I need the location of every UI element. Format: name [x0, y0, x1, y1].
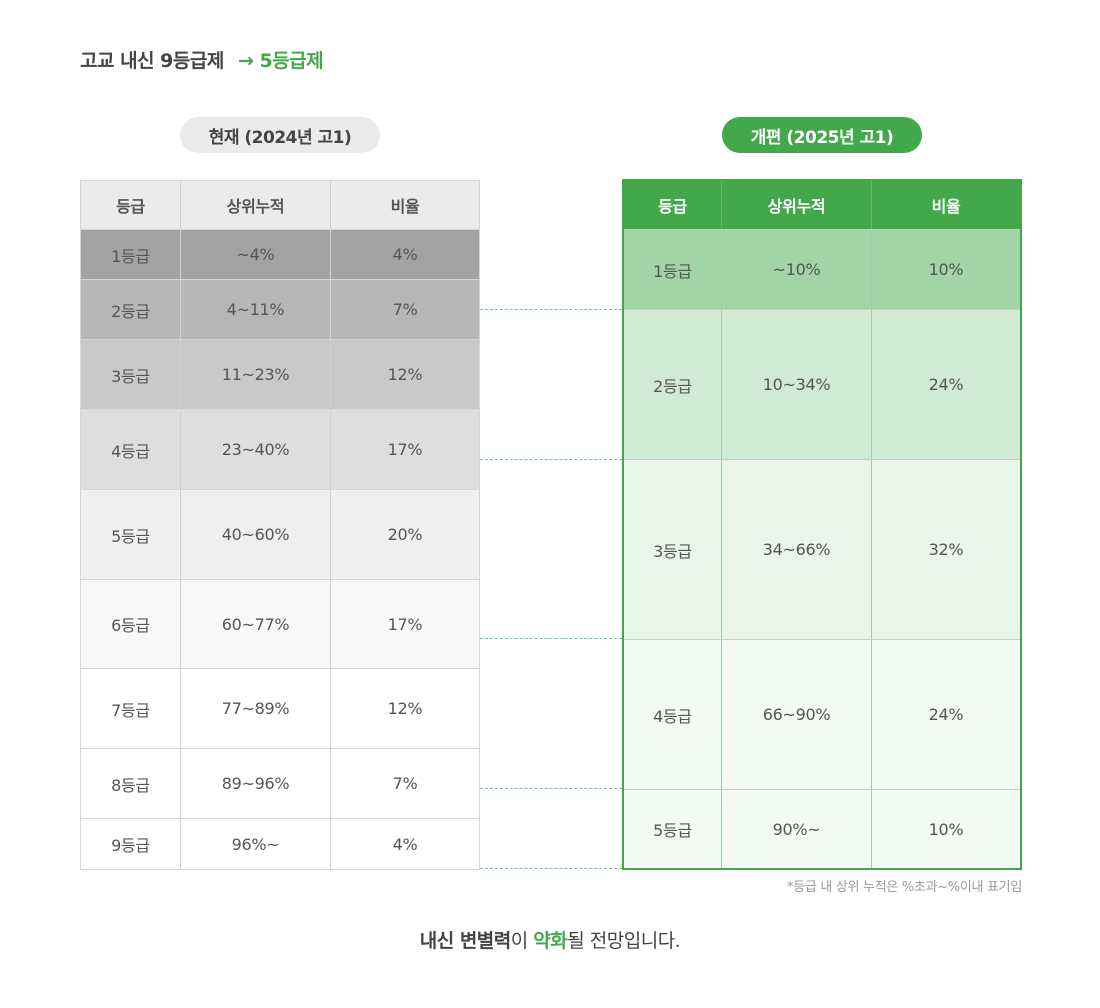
table-row: 4등급 66~90% 24% [624, 640, 1020, 790]
cumulative-cell: 40~60% [181, 490, 331, 579]
table-row: 1등급 ~10% 10% [624, 230, 1020, 310]
grade-cell: 1등급 [624, 230, 722, 309]
ratio-cell: 10% [928, 260, 964, 279]
grade-cell: 2등급 [81, 280, 181, 339]
table-row: 9등급 96%~ 4% [81, 819, 479, 869]
ratio-cell: 10% [928, 819, 964, 839]
grade-cell: 4등급 [624, 640, 722, 789]
title-accent: 5등급제 [259, 50, 324, 72]
title-main: 고교 내신 9등급제 [80, 50, 224, 72]
cumulative-cell: 10~34% [722, 310, 872, 459]
cumulative-cell: ~10% [722, 230, 872, 309]
revised-grade-table: 등급 상위누적 비율 1등급 ~10% 10% 2등급 10~34% 24% 3… [622, 179, 1022, 870]
header-ratio: 비율 [931, 197, 961, 216]
grade-cell: 3등급 [81, 340, 181, 409]
conclusion-text: 내신 변별력이 약화될 전망입니다. [0, 926, 1100, 953]
ratio-cell: 24% [928, 375, 964, 394]
cumulative-cell: 96%~ [181, 819, 331, 869]
ratio-cell: 4% [392, 245, 418, 264]
grade-cell: 5등급 [81, 490, 181, 579]
ratio-cell: 4% [392, 834, 418, 854]
grade-cell: 3등급 [624, 460, 722, 639]
table-header-row: 등급 상위누적 비율 [81, 181, 479, 230]
table-header-row: 등급 상위누적 비율 [624, 181, 1020, 230]
ratio-cell: 7% [392, 300, 418, 319]
header-cumulative: 상위누적 [181, 181, 331, 229]
connector-dashed-line [480, 868, 622, 869]
cumulative-cell: 11~23% [181, 340, 331, 409]
ratio-cell: 32% [928, 540, 964, 559]
header-grade: 등급 [624, 181, 722, 229]
table-row: 1등급 ~4% 4% [81, 230, 479, 280]
cumulative-cell: 60~77% [181, 580, 331, 668]
revised-system-label: 개편 (2025년 고1) [722, 117, 922, 153]
cumulative-cell: 34~66% [722, 460, 872, 639]
ratio-cell: 12% [387, 699, 423, 718]
cumulative-cell: 66~90% [722, 640, 872, 789]
connector-dashed-line [480, 788, 622, 789]
connector-dashed-line [480, 638, 622, 639]
current-system-label: 현재 (2024년 고1) [180, 117, 380, 153]
grade-cell: 1등급 [81, 230, 181, 279]
connector-dashed-line [480, 459, 622, 460]
table-row: 8등급 89~96% 7% [81, 749, 479, 819]
table-row: 4등급 23~40% 17% [81, 410, 479, 490]
conclusion-particle: 이 [510, 930, 534, 952]
ratio-cell: 20% [387, 525, 423, 544]
header-grade: 등급 [81, 181, 181, 229]
table-row: 2등급 4~11% 7% [81, 280, 479, 340]
ratio-cell: 17% [387, 440, 423, 459]
cumulative-cell: 23~40% [181, 410, 331, 489]
cumulative-cell: 4~11% [181, 280, 331, 339]
cumulative-cell: 89~96% [181, 749, 331, 818]
table-row: 7등급 77~89% 12% [81, 669, 479, 749]
grade-cell: 8등급 [81, 749, 181, 818]
grade-cell: 6등급 [81, 580, 181, 668]
cumulative-cell: ~4% [181, 230, 331, 279]
cumulative-cell: 90%~ [722, 790, 872, 868]
ratio-cell: 7% [392, 774, 418, 793]
footnote: *등급 내 상위 누적은 %초과~%이내 표기임 [787, 880, 1022, 895]
grade-cell: 5등급 [624, 790, 722, 868]
header-ratio: 비율 [390, 197, 420, 216]
table-row: 2등급 10~34% 24% [624, 310, 1020, 460]
conclusion-tail: 될 전망입니다. [567, 930, 681, 952]
table-row: 6등급 60~77% 17% [81, 580, 479, 669]
page-title: 고교 내신 9등급제 → 5등급제 [80, 46, 324, 73]
grade-cell: 7등급 [81, 669, 181, 748]
arrow-right-icon: → [237, 50, 254, 72]
current-grade-table: 등급 상위누적 비율 1등급 ~4% 4% 2등급 4~11% 7% 3등급 1… [80, 180, 480, 870]
ratio-cell: 24% [928, 705, 964, 724]
table-row: 5등급 90%~ 10% [624, 790, 1020, 868]
table-row: 3등급 34~66% 32% [624, 460, 1020, 640]
connector-dashed-line [480, 309, 622, 310]
ratio-cell: 17% [387, 614, 423, 634]
table-row: 3등급 11~23% 12% [81, 340, 479, 410]
grade-cell: 2등급 [624, 310, 722, 459]
header-cumulative: 상위누적 [722, 181, 872, 229]
table-row: 5등급 40~60% 20% [81, 490, 479, 580]
conclusion-highlight: 약화 [533, 930, 568, 952]
grade-cell: 4등급 [81, 410, 181, 489]
ratio-cell: 12% [387, 365, 423, 384]
grade-cell: 9등급 [81, 819, 181, 869]
cumulative-cell: 77~89% [181, 669, 331, 748]
conclusion-emphasis: 내신 변별력 [419, 930, 512, 952]
